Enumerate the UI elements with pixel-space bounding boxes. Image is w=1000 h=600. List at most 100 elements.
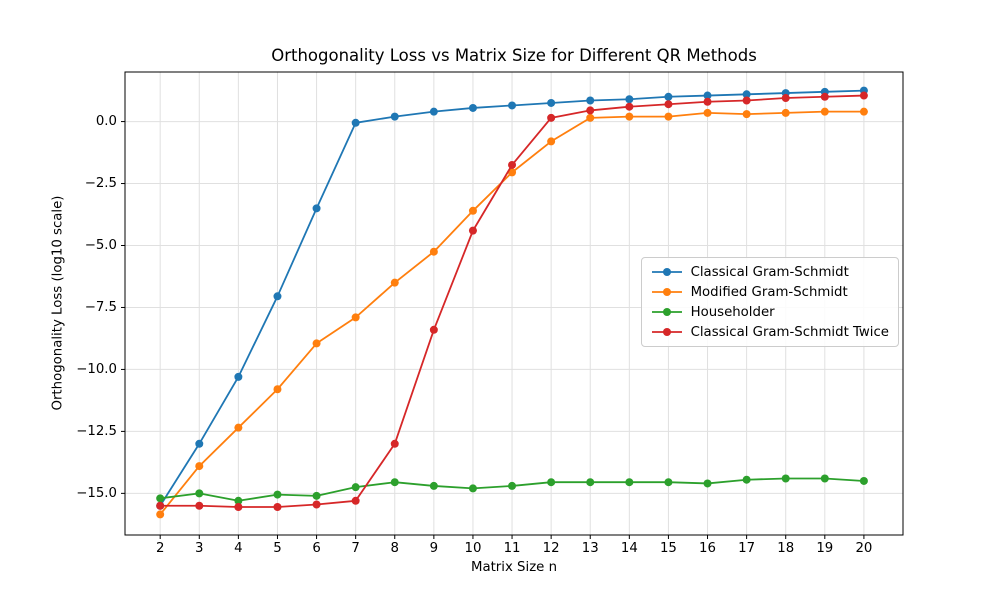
data-point bbox=[547, 113, 556, 122]
legend: Classical Gram-Schmidt Modified Gram-Schm… bbox=[640, 257, 899, 347]
legend-item-modified-gram-schmidt: Modified Gram-Schmidt bbox=[650, 282, 889, 302]
data-point bbox=[586, 113, 595, 122]
data-point bbox=[703, 91, 712, 100]
legend-label: Classical Gram-Schmidt bbox=[690, 264, 849, 280]
data-point bbox=[508, 101, 517, 110]
x-tick-label: 5 bbox=[273, 541, 281, 556]
data-point bbox=[156, 510, 165, 519]
data-point bbox=[195, 439, 204, 448]
series-householder bbox=[156, 474, 868, 505]
data-point bbox=[547, 98, 556, 107]
x-tick-label: 17 bbox=[738, 541, 755, 556]
data-point bbox=[351, 483, 360, 492]
data-point bbox=[234, 423, 243, 432]
data-point bbox=[429, 325, 438, 334]
x-tick-label: 19 bbox=[816, 541, 833, 556]
x-tick-label: 8 bbox=[391, 541, 399, 556]
x-tick-label: 12 bbox=[543, 541, 560, 556]
data-point bbox=[468, 226, 477, 235]
data-point bbox=[742, 90, 751, 99]
x-axis-label: Matrix Size n bbox=[470, 560, 558, 575]
data-point bbox=[820, 92, 829, 101]
legend-item-classical-gram-schmidt-twice: Classical Gram-Schmidt Twice bbox=[650, 322, 889, 342]
data-point bbox=[742, 110, 751, 119]
x-tick-label: 15 bbox=[660, 541, 677, 556]
data-point bbox=[273, 385, 282, 394]
data-point bbox=[742, 475, 751, 484]
y-tick-label: −10.0 bbox=[76, 362, 117, 377]
data-point bbox=[468, 206, 477, 215]
data-point bbox=[703, 108, 712, 117]
x-tick-label: 6 bbox=[312, 541, 320, 556]
x-tick-label: 3 bbox=[195, 541, 203, 556]
data-point bbox=[664, 478, 673, 487]
legend-label: Householder bbox=[690, 304, 775, 320]
data-point bbox=[273, 490, 282, 499]
data-point bbox=[625, 102, 634, 111]
data-point bbox=[390, 478, 399, 487]
data-point bbox=[820, 107, 829, 116]
data-point bbox=[273, 292, 282, 301]
data-point bbox=[508, 160, 517, 169]
data-point bbox=[156, 501, 165, 510]
plot-border bbox=[124, 71, 904, 536]
legend-label: Modified Gram-Schmidt bbox=[690, 284, 848, 300]
x-tick-label: 10 bbox=[464, 541, 481, 556]
data-point bbox=[625, 478, 634, 487]
data-point bbox=[781, 474, 790, 483]
data-point bbox=[703, 479, 712, 488]
data-point bbox=[312, 339, 321, 348]
data-point bbox=[195, 489, 204, 498]
data-point bbox=[195, 462, 204, 471]
data-point bbox=[586, 478, 595, 487]
y-tick-label: −5.0 bbox=[85, 238, 117, 253]
data-point bbox=[508, 481, 517, 490]
x-tick-label: 4 bbox=[234, 541, 242, 556]
data-point bbox=[312, 500, 321, 509]
legend-line-marker-icon bbox=[651, 268, 682, 276]
data-point bbox=[859, 91, 868, 100]
data-point bbox=[547, 137, 556, 146]
legend-line-marker-icon bbox=[651, 328, 682, 336]
data-point bbox=[234, 502, 243, 511]
legend-line-marker-icon bbox=[651, 308, 682, 316]
data-point bbox=[429, 107, 438, 116]
data-point bbox=[312, 204, 321, 213]
x-tick-label: 16 bbox=[699, 541, 716, 556]
legend-item-householder: Householder bbox=[650, 302, 889, 322]
data-point bbox=[429, 481, 438, 490]
x-tick-label: 11 bbox=[504, 541, 521, 556]
data-point bbox=[703, 97, 712, 106]
y-tick-label: −15.0 bbox=[76, 486, 117, 501]
y-tick-label: −2.5 bbox=[85, 176, 117, 191]
data-point bbox=[547, 478, 556, 487]
data-point bbox=[859, 107, 868, 116]
series-modified-gram-schmidt bbox=[156, 107, 868, 519]
data-point bbox=[586, 96, 595, 105]
data-point bbox=[508, 168, 517, 177]
data-point bbox=[664, 92, 673, 101]
data-point bbox=[586, 106, 595, 115]
x-tick-label: 13 bbox=[582, 541, 599, 556]
data-point bbox=[234, 372, 243, 381]
data-point bbox=[781, 94, 790, 103]
x-tick-label: 2 bbox=[156, 541, 164, 556]
data-point bbox=[429, 247, 438, 256]
data-point bbox=[234, 496, 243, 505]
data-point bbox=[664, 112, 673, 121]
data-point bbox=[273, 502, 282, 511]
data-point bbox=[781, 108, 790, 117]
data-point bbox=[156, 494, 165, 503]
data-point bbox=[390, 278, 399, 287]
legend-label: Classical Gram-Schmidt Twice bbox=[690, 324, 889, 340]
y-tick-label: −12.5 bbox=[76, 424, 117, 439]
data-point bbox=[664, 100, 673, 109]
data-point bbox=[351, 118, 360, 127]
data-point bbox=[625, 112, 634, 121]
data-point bbox=[468, 484, 477, 493]
data-point bbox=[351, 496, 360, 505]
data-point bbox=[820, 474, 829, 483]
x-tick-label: 20 bbox=[855, 541, 872, 556]
y-tick-label: −7.5 bbox=[85, 300, 117, 315]
